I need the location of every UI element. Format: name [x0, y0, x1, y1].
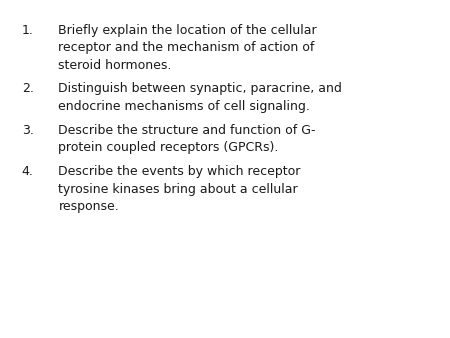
Text: endocrine mechanisms of cell signaling.: endocrine mechanisms of cell signaling. [58, 100, 310, 113]
Text: protein coupled receptors (GPCRs).: protein coupled receptors (GPCRs). [58, 141, 279, 154]
Text: 2.: 2. [22, 82, 34, 95]
Text: Describe the events by which receptor: Describe the events by which receptor [58, 165, 301, 178]
Text: tyrosine kinases bring about a cellular: tyrosine kinases bring about a cellular [58, 183, 298, 195]
Text: Distinguish between synaptic, paracrine, and: Distinguish between synaptic, paracrine,… [58, 82, 342, 95]
Text: steroid hormones.: steroid hormones. [58, 59, 172, 72]
Text: receptor and the mechanism of action of: receptor and the mechanism of action of [58, 41, 315, 54]
Text: 1.: 1. [22, 24, 34, 37]
Text: response.: response. [58, 200, 119, 213]
Text: 3.: 3. [22, 124, 34, 137]
Text: 4.: 4. [22, 165, 34, 178]
Text: Describe the structure and function of G-: Describe the structure and function of G… [58, 124, 316, 137]
Text: Briefly explain the location of the cellular: Briefly explain the location of the cell… [58, 24, 317, 37]
